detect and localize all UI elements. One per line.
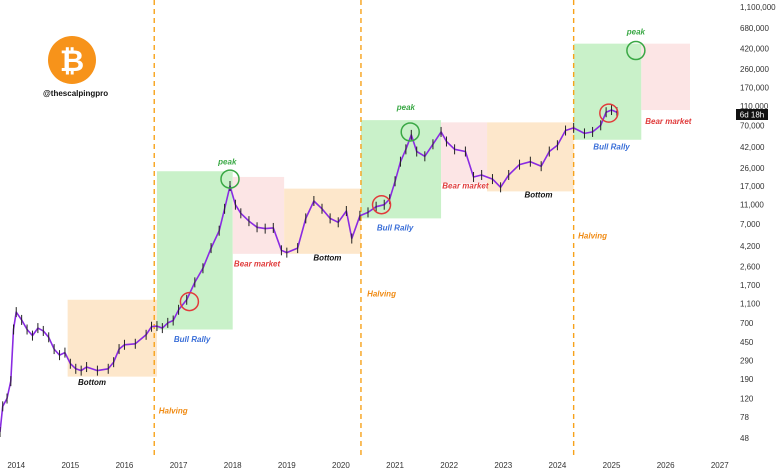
bottom-label: Bottom: [78, 378, 106, 387]
bottom-zone: [284, 188, 361, 254]
x-tick-label: 2025: [603, 461, 621, 470]
x-tick-label: 2022: [440, 461, 458, 470]
peak-label: peak: [626, 28, 646, 37]
bull-zone: [573, 43, 642, 140]
x-tick-label: 2016: [116, 461, 134, 470]
x-tick-label: 2017: [170, 461, 188, 470]
y-tick-label: 1,700: [740, 281, 761, 290]
y-tick-label: 11,000: [740, 201, 764, 210]
x-tick-label: 2020: [332, 461, 350, 470]
x-tick-label: 2019: [278, 461, 296, 470]
cycle-zones: [67, 43, 690, 377]
bull-label: Bull Rally: [377, 224, 414, 233]
y-tick-label: 78: [740, 413, 749, 422]
y-tick-label: 260,000: [740, 65, 769, 74]
y-tick-label: 190: [740, 375, 754, 384]
y-tick-label: 290: [740, 357, 754, 366]
x-tick-label: 2027: [711, 461, 729, 470]
y-tick-label: 1,100: [740, 299, 761, 308]
x-tick-label: 2026: [657, 461, 675, 470]
bull-label: Bull Rally: [593, 142, 630, 151]
y-tick-label: 450: [740, 338, 754, 347]
author-handle: @thescalpingpro: [43, 89, 108, 98]
y-tick-label: 48: [740, 434, 749, 443]
bottom-label: Bottom: [313, 253, 341, 262]
bear-zone: [441, 122, 488, 184]
highlight-circles: [179, 40, 646, 312]
x-tick-label: 2018: [224, 461, 242, 470]
peak-label: peak: [396, 103, 416, 112]
bitcoin-symbol: ₿: [60, 44, 84, 79]
price-tag: 6d 18h: [736, 109, 768, 120]
y-tick-label: 4,200: [740, 242, 761, 251]
x-tick-label: 2015: [61, 461, 79, 470]
bear-label: Bear market: [234, 260, 281, 269]
halving-label: Halving: [578, 232, 607, 241]
y-tick-label: 110,000: [740, 102, 769, 111]
y-tick-label: 17,000: [740, 182, 765, 191]
y-tick-label: 700: [740, 319, 754, 328]
halving-label: Halving: [367, 289, 396, 298]
y-tick-label: 170,000: [740, 83, 769, 92]
x-tick-label: 2023: [494, 461, 512, 470]
peak-circle: [400, 122, 420, 142]
y-tick-label: 7,000: [740, 220, 761, 229]
y-tick-label: 680,000: [740, 24, 769, 33]
peak-circle: [220, 169, 240, 189]
x-tick-label: 2024: [549, 461, 567, 470]
y-tick-label: 2,600: [740, 263, 761, 272]
bear-label: Bear market: [442, 182, 489, 191]
bull-label: Bull Rally: [174, 335, 211, 344]
bull-zone: [360, 120, 442, 219]
entry-circle: [179, 291, 200, 312]
bear-label: Bear market: [645, 117, 692, 126]
peak-circle: [626, 40, 646, 61]
zone-labels: Bottom Halving Bull Rally peak Bear market Bo…: [78, 28, 692, 416]
axes[interactable]: 1,100,000 680,000 420,000 260,000 170,000 110…: [7, 3, 776, 470]
y-tick-label: 70,000: [740, 121, 765, 130]
peak-label: peak: [217, 158, 237, 167]
x-tick-label: 2021: [386, 461, 404, 470]
entry-circle: [371, 194, 392, 215]
bitcoin-icon: [48, 36, 96, 84]
y-tick-label: 1,100,000: [740, 3, 776, 12]
bottom-label: Bottom: [524, 191, 552, 200]
y-tick-label: 120: [740, 395, 754, 404]
y-tick-label: 420,000: [740, 44, 769, 53]
y-tick-label: 42,000: [740, 143, 765, 152]
x-tick-label: 2014: [7, 461, 25, 470]
entry-circle: [599, 103, 619, 123]
bear-zone: [641, 43, 690, 111]
halving-lines: [153, 0, 575, 458]
halving-label: Halving: [159, 406, 188, 415]
bull-zone: [156, 171, 233, 330]
bottom-zone: [67, 299, 157, 377]
price-tag-text: 6d 18h: [740, 111, 764, 120]
logo: ₿: [48, 36, 96, 84]
price-tag-box: [736, 109, 768, 120]
y-tick-label: 26,000: [740, 164, 765, 173]
